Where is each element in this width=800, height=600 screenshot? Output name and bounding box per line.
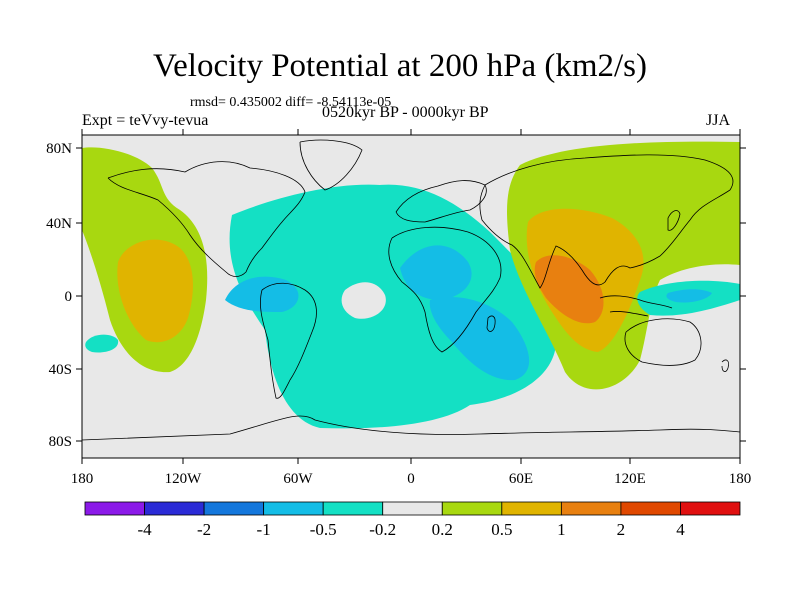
- statistics-line: rmsd= 0.435002 diff= -8.54113e-05: [190, 95, 392, 110]
- colorbar-label: 1: [557, 520, 566, 539]
- colorbar-label: 0.2: [432, 520, 453, 539]
- lat-tick-label: 80N: [46, 141, 72, 157]
- plot-title: Velocity Potential at 200 hPa (km2/s): [152, 48, 648, 84]
- lat-tick-label: 40S: [49, 362, 72, 378]
- contour-region-americas-deep: [225, 276, 299, 312]
- lat-tick-label: 40N: [46, 216, 72, 232]
- colorbar-swatch: [322, 501, 384, 516]
- colorbar-label: -4: [137, 520, 152, 539]
- contour-region-south-pacific-neg: [85, 334, 119, 353]
- experiment-label: Expt = teVvy-tevua: [82, 112, 209, 129]
- lon-tick-label: 120W: [165, 471, 203, 487]
- contour-region-indian-deep: [429, 296, 530, 381]
- lat-tick-label: 80S: [49, 434, 72, 450]
- lon-tick-label: 180: [71, 471, 94, 487]
- colorbar-swatch: [203, 501, 265, 516]
- colorbar-label: -0.5: [310, 520, 337, 539]
- colorbar-label: -1: [257, 520, 271, 539]
- colorbar-label: -2: [197, 520, 211, 539]
- lat-tick-label: 0: [65, 289, 73, 305]
- colorbar-swatch: [680, 501, 741, 516]
- colorbar-label: 0.5: [491, 520, 512, 539]
- colorbar-swatch: [382, 501, 443, 516]
- colorbar-swatch: [501, 501, 562, 516]
- season-label: JJA: [706, 112, 731, 129]
- colorbar-label: -0.2: [369, 520, 396, 539]
- latitude-axis: 80N 40N 0 40S 80S: [46, 141, 746, 450]
- lon-tick-label: 60E: [509, 471, 533, 487]
- contour-region-atlantic-neg-hole: [341, 282, 386, 319]
- contour-region-africa-deep: [400, 245, 472, 300]
- contour-region-atlantic-neg: [229, 184, 557, 429]
- map-panel: [82, 135, 740, 458]
- lon-tick-label: 120E: [614, 471, 646, 487]
- contour-region-pacific-neg-deep: [666, 289, 712, 303]
- contour-region-asia-core: [534, 255, 604, 324]
- colorbar-swatch: [84, 501, 145, 516]
- colorbar: -4 -2 -1 -0.5 -0.2 0.2 0.5 1 2 4: [84, 501, 741, 539]
- colorbar-swatch: [263, 501, 324, 516]
- lon-tick-label: 0: [407, 471, 415, 487]
- contour-region-pacific-orange: [117, 239, 193, 343]
- longitude-axis: 180 120W 60W 0 60E 120E 180: [71, 129, 752, 487]
- colorbar-swatch: [560, 501, 622, 516]
- colorbar-swatch: [441, 501, 503, 516]
- colorbar-label: 4: [676, 520, 685, 539]
- colorbar-label: 2: [617, 520, 626, 539]
- lon-tick-label: 180: [729, 471, 752, 487]
- period-label: 0520kyr BP - 0000kyr BP: [322, 104, 489, 121]
- colorbar-swatch: [620, 501, 681, 516]
- coastlines: [82, 139, 740, 441]
- lon-tick-label: 60W: [283, 471, 313, 487]
- colorbar-swatch: [144, 501, 205, 516]
